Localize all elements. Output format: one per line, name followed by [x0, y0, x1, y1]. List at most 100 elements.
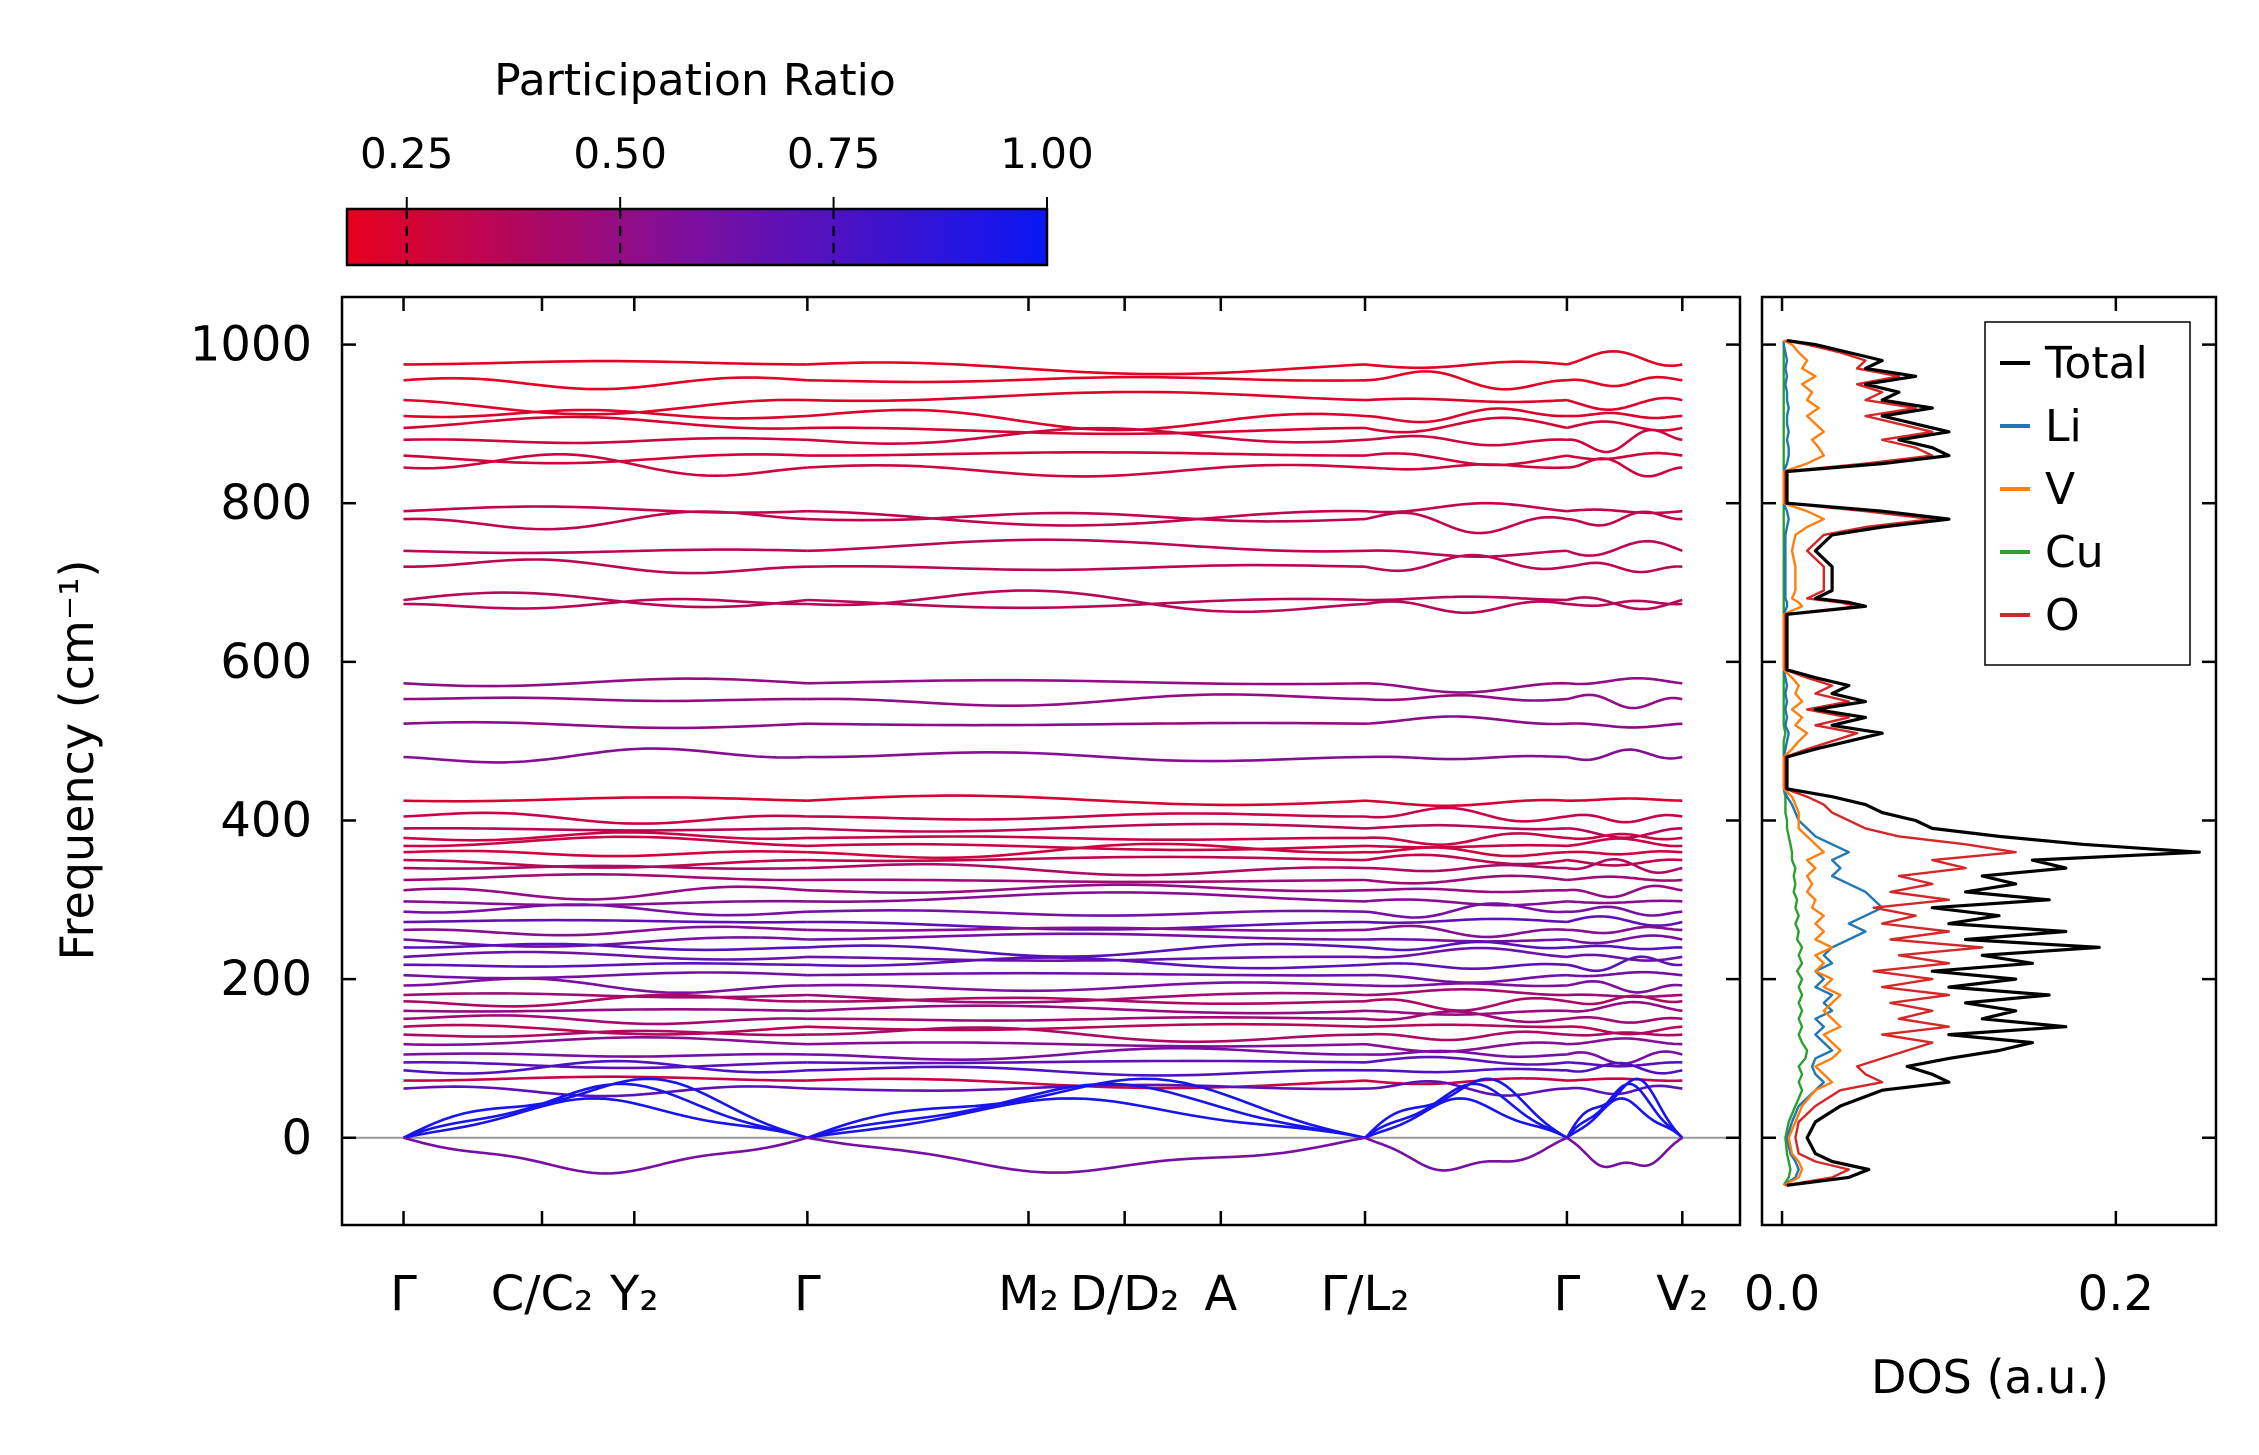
phonon-band [403, 811, 808, 825]
acoustic-band [1364, 1097, 1568, 1139]
phonon-band [403, 873, 808, 882]
phonon-band [807, 920, 1366, 931]
phonon-band [1566, 797, 1683, 802]
phonon-band [403, 918, 808, 924]
phonon-band [403, 971, 808, 980]
dos-legend: Total Li V Cu O [1984, 321, 2191, 666]
phonon-band [1566, 994, 1683, 1006]
phonon-band [403, 591, 808, 609]
phonon-band [1364, 973, 1567, 984]
phonon-band [403, 830, 808, 842]
acoustic-band [807, 1082, 1366, 1140]
phonon-band [1364, 1009, 1567, 1017]
phonon-band [1364, 1010, 1568, 1024]
phonon-band [807, 426, 1366, 436]
high-symmetry-label: M₂ [998, 1266, 1059, 1322]
phonon-band [403, 796, 808, 803]
phonon-band [807, 451, 1365, 457]
phonon-band [1566, 349, 1683, 367]
phonon-band [403, 376, 808, 391]
phonon-band [1566, 508, 1683, 515]
phonon-band [807, 956, 1366, 970]
phonon-band [807, 1026, 1366, 1044]
phonon-band [403, 677, 808, 688]
phonon-band [403, 992, 808, 999]
phonon-band [807, 678, 1366, 686]
phonon-band [1566, 953, 1683, 962]
phonon-band [403, 942, 808, 952]
high-symmetry-label: V₂ [1656, 1266, 1708, 1322]
legend-label-v: V [2045, 464, 2075, 515]
high-symmetry-label: Y₂ [609, 1266, 659, 1322]
dos-series-v [1782, 339, 1842, 1187]
colorbar-gradient [345, 207, 1049, 267]
phonon-band [403, 1085, 808, 1098]
phonon-band [1566, 457, 1683, 478]
phonon-band [403, 747, 808, 764]
phonon-band [1566, 396, 1683, 411]
phonon-band [807, 812, 1365, 821]
phonon-band [807, 693, 1366, 707]
phonon-band [807, 996, 1366, 1005]
phonon-band [807, 971, 1365, 977]
phonon-band [807, 1046, 1365, 1062]
acoustic-band [807, 1097, 1366, 1140]
phonon-band [807, 750, 1366, 763]
phonon-band [1364, 360, 1568, 370]
phonon-band [1566, 561, 1683, 574]
phonon-band [403, 864, 808, 870]
phonon-band [403, 408, 808, 420]
legend-label-o: O [2045, 590, 2080, 641]
phonon-band [807, 1016, 1366, 1022]
phonon-band [1566, 955, 1683, 973]
phonon-band [1566, 905, 1683, 917]
colorbar: Participation Ratio 0.25 0.50 0.75 1.00 [345, 55, 1094, 267]
colorbar-tick-label: 0.50 [573, 129, 667, 178]
acoustic-band [403, 1082, 808, 1140]
phonon-band [1566, 1000, 1683, 1013]
y-tick-label: 0 [281, 1110, 312, 1166]
phonon-band [1566, 925, 1683, 935]
phonon-band [1364, 798, 1567, 808]
phonon-band [1364, 681, 1567, 694]
phonon-band [1566, 539, 1683, 557]
soft-mode-band [1364, 1136, 1568, 1172]
y-axis-label: Frequency (cm⁻¹) [50, 560, 104, 961]
phonon-band [807, 955, 1366, 962]
phonon-band [807, 835, 1365, 841]
phonon-band [1364, 853, 1568, 866]
phonon-band [1364, 1055, 1568, 1066]
phonon-band [1566, 677, 1683, 686]
phonon-band [403, 835, 808, 848]
phonon-band [403, 398, 808, 416]
phonon-band [1364, 600, 1568, 615]
phonon-band [403, 1008, 808, 1013]
phonon-band [1364, 1076, 1568, 1086]
phonon-band [807, 563, 1366, 572]
phonon-band [1364, 715, 1567, 726]
phonon-band [403, 1036, 808, 1047]
phonon-band [1566, 858, 1683, 867]
phonon-band [807, 908, 1366, 917]
phonon-band [1364, 887, 1567, 894]
dos-axes: 0.0 0.2 [1744, 297, 2216, 1322]
dos-lines [1782, 339, 2201, 1187]
phonon-band [1566, 748, 1683, 762]
phonon-band [1566, 1061, 1683, 1068]
phonon-band [403, 993, 808, 1008]
phonon-band [1566, 693, 1683, 710]
colorbar-tick-label: 0.75 [787, 129, 881, 178]
phonon-band [1364, 1041, 1568, 1054]
phonon-band [807, 511, 1366, 523]
phonon-band [807, 878, 1366, 884]
phonon-band [1364, 982, 1567, 988]
phonon-band [807, 721, 1366, 727]
phonon-band [1364, 1023, 1567, 1029]
phonon-band [1364, 463, 1567, 471]
high-symmetry-label: A [1204, 1266, 1237, 1322]
phonon-band [807, 981, 1366, 993]
legend-label-cu: Cu [2045, 527, 2104, 578]
phonon-band [403, 858, 808, 869]
phonon-band [403, 510, 808, 531]
phonon-band [403, 453, 808, 478]
